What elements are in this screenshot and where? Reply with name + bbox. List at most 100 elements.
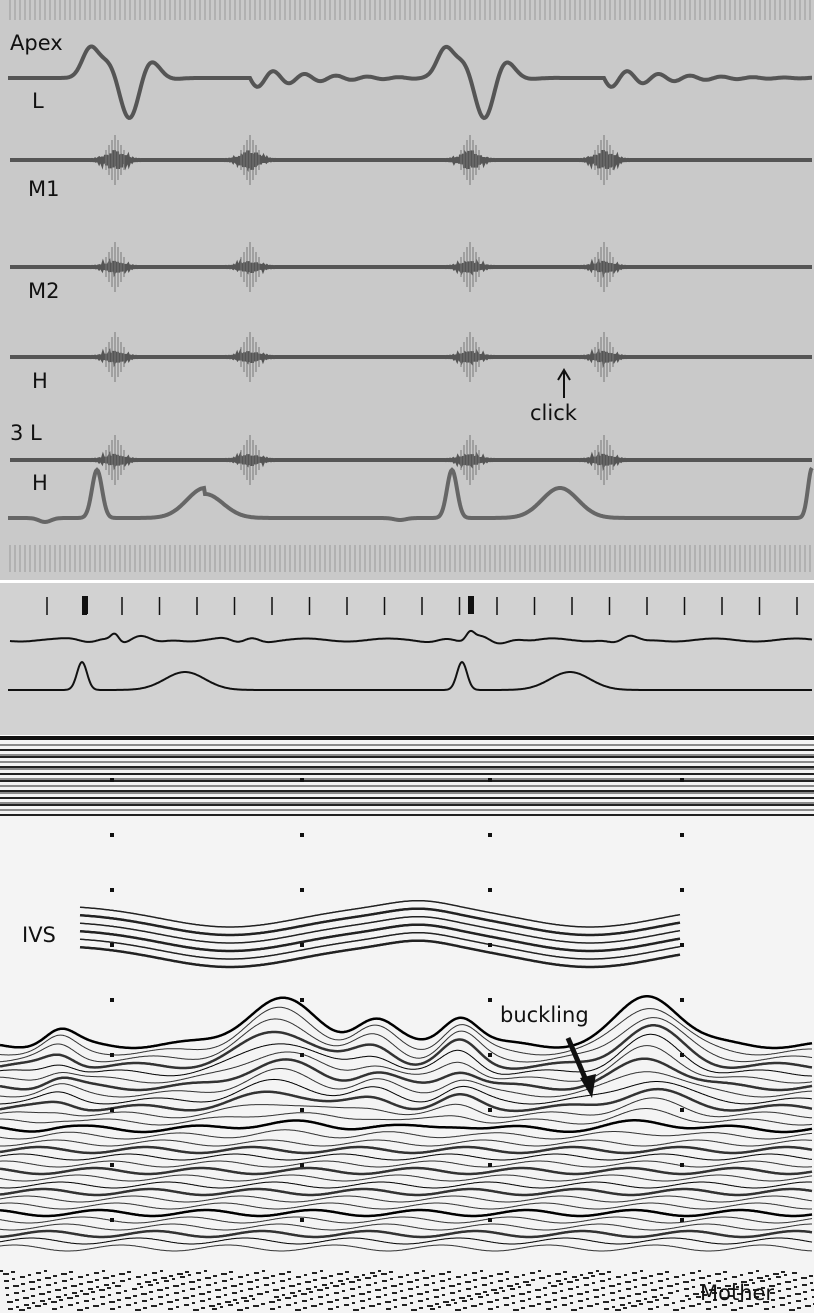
speckle — [214, 1282, 217, 1284]
speckle — [529, 1305, 535, 1307]
speckle — [415, 1279, 419, 1281]
speckle — [588, 1272, 593, 1274]
speckle — [698, 1270, 701, 1272]
speckle — [240, 1290, 243, 1292]
speckle — [672, 1302, 675, 1304]
depth-marker — [488, 1218, 492, 1222]
speckle — [530, 1272, 535, 1274]
speckle — [343, 1297, 349, 1299]
speckle — [723, 1271, 727, 1273]
speckle — [425, 1291, 429, 1293]
speckle — [325, 1287, 329, 1289]
speckle — [497, 1273, 503, 1275]
speckle — [150, 1298, 153, 1300]
depth-marker — [680, 943, 684, 947]
depth-marker — [488, 1108, 492, 1112]
speckle — [618, 1290, 621, 1292]
speckle — [51, 1301, 57, 1303]
speckle — [431, 1275, 435, 1277]
speckle — [109, 1301, 115, 1303]
speckle — [559, 1283, 563, 1285]
speckle — [675, 1283, 679, 1285]
speckle — [54, 1282, 57, 1284]
speckle — [63, 1287, 67, 1289]
speckle — [772, 1306, 775, 1308]
speckle — [190, 1288, 195, 1290]
depth-marker — [488, 1163, 492, 1167]
speckle — [358, 1286, 361, 1288]
speckle — [595, 1303, 599, 1305]
speckle — [473, 1279, 477, 1281]
speckle — [642, 1284, 647, 1286]
speckle — [792, 1272, 797, 1274]
speckle — [208, 1298, 211, 1300]
depth-marker — [680, 778, 684, 782]
speckle — [604, 1308, 609, 1310]
speckle — [526, 1284, 531, 1286]
speckle — [183, 1297, 189, 1299]
speckle — [466, 1288, 471, 1290]
speckle — [385, 1301, 391, 1303]
speckle — [796, 1300, 801, 1302]
speckle — [391, 1285, 397, 1287]
depth-marker — [300, 998, 304, 1002]
speckle — [314, 1286, 317, 1288]
speckle — [225, 1301, 231, 1303]
speckle — [409, 1295, 413, 1297]
speckle — [373, 1275, 377, 1277]
depth-marker — [300, 1218, 304, 1222]
speckle — [169, 1275, 173, 1277]
speckle — [141, 1293, 147, 1295]
speckle — [383, 1287, 387, 1289]
speckle — [602, 1294, 605, 1296]
speckle — [247, 1281, 253, 1283]
label-3l: 3 L — [10, 421, 42, 445]
time-marker — [82, 596, 88, 614]
speckle — [463, 1307, 467, 1309]
speckle — [422, 1270, 425, 1272]
speckle — [136, 1276, 141, 1278]
speckle — [45, 1277, 51, 1279]
speckle — [496, 1306, 499, 1308]
speckle — [432, 1282, 435, 1284]
speckle — [748, 1272, 753, 1274]
speckle — [40, 1300, 45, 1302]
speckle — [419, 1307, 423, 1309]
speckle — [181, 1283, 185, 1285]
speckle — [599, 1273, 605, 1275]
speckle — [467, 1295, 471, 1297]
speckle — [120, 1280, 125, 1282]
speckle — [787, 1295, 791, 1297]
speckle — [165, 1287, 169, 1289]
speckle — [585, 1291, 589, 1293]
speckle — [156, 1282, 159, 1284]
speckle — [338, 1280, 343, 1282]
speckle — [269, 1301, 275, 1303]
speckle — [61, 1273, 67, 1275]
speckle — [180, 1276, 185, 1278]
speckle — [418, 1300, 423, 1302]
speckle — [780, 1304, 785, 1306]
speckle — [236, 1302, 239, 1304]
speckle — [237, 1309, 243, 1311]
depth-marker — [300, 1053, 304, 1057]
speckle — [290, 1292, 295, 1294]
speckle — [488, 1308, 493, 1310]
speckle — [690, 1272, 695, 1274]
speckle — [375, 1289, 381, 1291]
speckle — [369, 1305, 375, 1307]
speckle — [691, 1279, 695, 1281]
speckle — [126, 1304, 131, 1306]
speckle — [802, 1284, 807, 1286]
speckle — [221, 1273, 227, 1275]
speckle — [213, 1275, 217, 1277]
speckle — [793, 1279, 797, 1281]
speckle — [794, 1286, 797, 1288]
speckle — [76, 1302, 79, 1304]
speckle — [433, 1289, 439, 1291]
speckle — [495, 1299, 499, 1301]
speckle — [650, 1282, 653, 1284]
speckle — [544, 1294, 547, 1296]
speckle — [447, 1271, 451, 1273]
speckle — [603, 1301, 609, 1303]
